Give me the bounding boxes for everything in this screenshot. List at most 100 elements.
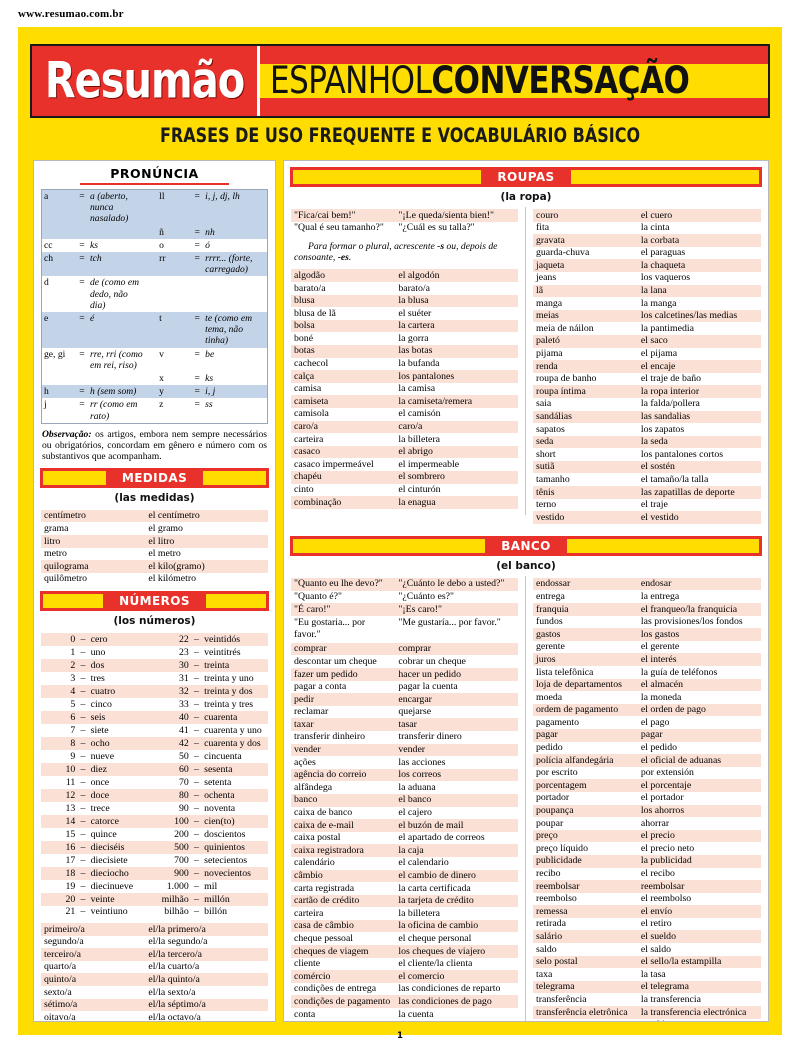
numero-digit: 5 [70,698,76,710]
term-pt: reclamar [294,706,329,718]
numero-dash: – [77,789,89,803]
term-pt: cheques de viagem [291,945,396,958]
term-es: los correos [395,768,518,782]
term-es: hacer un pedido [395,668,518,681]
pronuncia-table: a = a (aberto, nunca nasalado) ll = i, j, dj,… [41,189,268,424]
numero-row: 19– diecinueve 1.000– mil [41,880,268,893]
numero-word: doce [88,789,155,803]
numero-digit: 70 [179,776,189,788]
section-title-medidas: MEDIDAS [105,470,204,485]
section-subtitle-medidas: (las medidas) [114,491,195,504]
term-pt: telegrama [533,980,638,994]
roupas-left-column: "Fica/cai bem!" "¡Le queda/sienta bien!" "… [284,207,526,515]
term-es: cobrar un cheque [398,655,466,667]
term-pt: meia de náilon [536,322,594,334]
roupas-row: seda la seda [533,435,761,449]
term-pt: renda [533,360,638,373]
page-number: 1 [397,1031,403,1041]
term-pt: camiseta [291,395,396,408]
banco-row: descontar um cheque cobrar un cheque [291,655,518,668]
numero-dash: – [77,815,89,829]
term-es: el envío [637,905,761,918]
roupas-row: renda el encaje [533,360,761,373]
numero-dash: – [77,893,89,907]
term-es: la pantimedia [640,322,694,334]
term-es: endosar [637,577,761,591]
roupas-row: chapéu el sombrero [291,470,518,484]
roupas-row: camisa la camisa [291,383,518,396]
term-pt: roupa íntima [533,385,638,398]
term-es: el apartado de correos [398,832,485,844]
term-es: el/la cuarto/a [148,961,200,973]
term-es: pagar la cuenta [398,681,458,693]
ordinal-row: segundo/a el/la segundo/a [41,936,268,949]
banco-row: taxa la tasa [533,968,761,981]
banco-row: taxar tasar [291,718,518,731]
term-pt: portador [536,792,570,804]
numero-word: dieciséis [88,841,155,855]
banco-row: entrega la entrega [533,590,761,603]
term-pt: sapatos [536,423,565,435]
term-pt: guarda-chuva [536,247,590,259]
banco-row: condições de entrega las condiciones de r… [291,983,518,996]
numero-dash: – [77,841,89,855]
term-es: "¿Cuánto es?" [398,591,455,603]
term-pt: "Qual é seu tamanho?" [294,222,384,234]
numero-word: cuatro [88,685,155,699]
numero-digit: 80 [154,789,191,803]
term-es: la cuenta de banco [395,1020,518,1021]
banco-row: ações las acciones [291,756,518,769]
numero-digit: 60 [154,763,191,777]
roupas-row: combinação la enagua [291,496,518,509]
phrase-row: "Qual é seu tamanho?" "¿Cuál es su talla?… [291,222,518,235]
term-pt: botas [291,344,396,358]
numero-row: 13– trece 90– noventa [41,802,268,815]
numero-dash: – [194,672,199,684]
numero-digit: 900 [154,867,191,881]
banco-row: conta la cuenta [291,1008,518,1021]
banco-row: calendário el calendario [291,857,518,870]
roupas-vocab-right: couro el cuero fita la cinta gravata la corba… [533,209,761,524]
term-es: reembolsar [637,880,761,893]
term-es: la bufanda [398,358,440,370]
term-es: la cinta [640,222,670,234]
term-es: el algodón [395,269,518,282]
roupas-row: barato/a barato/a [291,282,518,295]
roupas-row: carteira la billetera [291,433,518,446]
numero-row: 3– tres 31– treinta y uno [41,672,268,685]
term-es: las botas [395,344,518,358]
banco-left-column: "Quanto eu lhe devo?" "¿Cuánto le debo a … [284,575,526,1021]
term-es: el litro [145,535,268,548]
numero-word: treinta [202,659,268,673]
term-pt: carteira [294,907,324,919]
term-es: los calcetines/las medias [637,309,761,323]
term-pt: manga [536,297,563,309]
term-es: el impermeable [398,458,460,470]
term-pt: casaco [291,445,396,459]
numero-word: sesenta [202,763,268,777]
numero-word: seis [88,711,155,725]
numero-word: dos [88,659,155,673]
term-pt: loja de departamentos [533,678,638,692]
term-es: el reembolso [640,893,692,905]
banco-row: casa de câmbio la oficina de cambio [291,919,518,933]
term-es: las acciones [398,756,446,768]
numero-digit: 33 [179,698,189,710]
roupas-row: sandálias las sandalias [533,410,761,424]
roupas-row: vestido el vestido [533,511,761,524]
term-es: las sandalias [637,410,761,424]
roupas-right-column: couro el cuero fita la cinta gravata la corba… [526,207,768,530]
numero-digit: 42 [154,737,191,751]
term-es: la transferencia electrónica [637,1006,761,1019]
ordinais-list: primeiro/a el/la primero/a segundo/a el/la … [41,923,268,1021]
term-es: la falda/pollera [640,398,700,410]
numero-word: quince [90,828,117,840]
banco-row: reembolsar reembolsar [533,880,761,893]
section-subtitle-numeros: (los números) [113,615,196,628]
numero-dash: – [77,737,89,751]
term-pt: transferência eletrônica [533,1006,638,1019]
numero-word: setecientos [204,854,248,866]
term-es: la ropa interior [637,385,761,398]
roupas-row: tênis las zapatillas de deporte [533,486,761,499]
term-es: quejarse [398,706,432,718]
